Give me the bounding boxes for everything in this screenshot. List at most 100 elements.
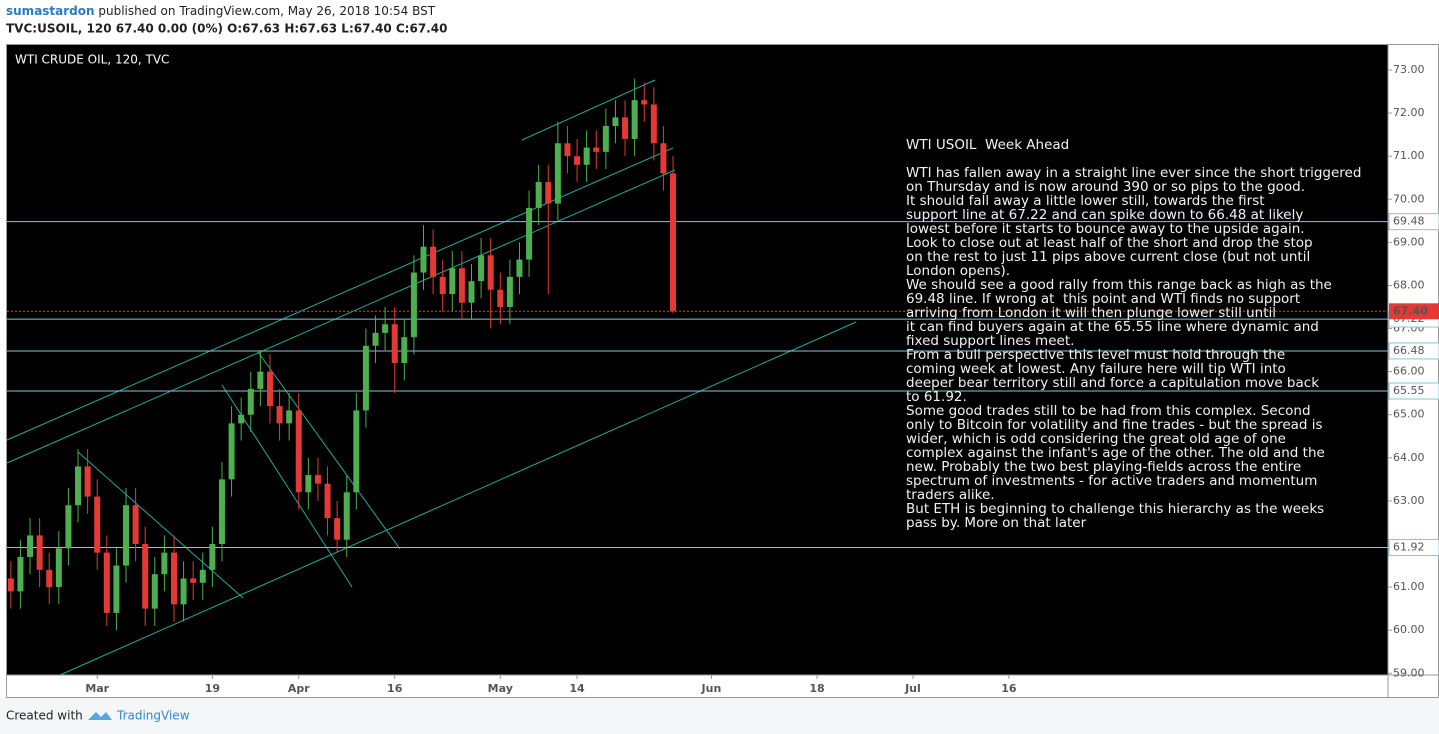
annotation-line: on Thursday and is now around 390 or so … <box>906 179 1305 195</box>
last-price-label: 67.40 <box>1393 304 1428 317</box>
y-tick-label: 60.00 <box>1393 623 1425 636</box>
footer-brand[interactable]: TradingView <box>116 709 190 723</box>
annotation-line: to 61.92. <box>906 389 967 405</box>
candle-body <box>113 565 120 613</box>
candle-body <box>209 544 216 570</box>
candle-body <box>142 544 149 609</box>
candle-body <box>27 535 34 557</box>
x-tick-label: Mar <box>85 682 109 695</box>
y-tick-label: 65.00 <box>1393 408 1425 421</box>
candle-body <box>180 578 187 605</box>
candle-body <box>353 410 360 493</box>
x-tick-label: Jul <box>904 682 921 695</box>
levels <box>7 221 1388 548</box>
y-tick-label: 59.00 <box>1393 666 1425 679</box>
annotation-line: on the rest to just 11 pips above curren… <box>906 249 1310 265</box>
candle-body <box>199 569 206 583</box>
candle-body <box>7 578 14 592</box>
annotation-line: arriving from London it will then plunge… <box>906 305 1276 321</box>
candle-body <box>161 552 168 575</box>
candle-body <box>132 505 139 545</box>
trend-line <box>6 169 676 464</box>
candle-body <box>17 556 24 592</box>
x-tick-label: 14 <box>569 682 585 695</box>
candle-body <box>593 147 600 152</box>
candle-body <box>564 143 571 157</box>
annotation-line: London opens). <box>906 263 1010 279</box>
candle-body <box>468 281 475 303</box>
y-tick-label: 70.00 <box>1393 192 1425 205</box>
y-tick-label: 68.00 <box>1393 278 1425 291</box>
candle-body <box>382 324 389 333</box>
symbol-line: TVC:USOIL, 120 67.40 0.00 (0%) O:67.63 H… <box>6 22 447 36</box>
published: published on TradingView.com, May 26, 20… <box>95 4 436 18</box>
candle-body <box>487 255 494 290</box>
annotation-line: We should see a good rally from this ran… <box>906 277 1332 293</box>
candle-body <box>622 117 629 139</box>
candles <box>7 78 677 631</box>
candle-body <box>36 535 43 570</box>
annotation-line: Look to close out at least half of the s… <box>906 235 1313 251</box>
level-label: 61.92 <box>1393 540 1425 553</box>
level-label-bg <box>1388 213 1439 231</box>
candle-body <box>535 182 542 208</box>
y-tick-label: 71.00 <box>1393 149 1425 162</box>
candle-body <box>228 423 235 480</box>
candle-body <box>286 410 293 424</box>
candle-body <box>324 483 331 519</box>
annotation-line: deeper bear territory still and force a … <box>906 375 1319 391</box>
level-label-bg <box>1388 538 1439 556</box>
candle-body <box>583 147 590 165</box>
candle-body <box>554 143 561 204</box>
level-label: 65.55 <box>1393 384 1425 397</box>
candle-body <box>497 289 504 307</box>
candle-body <box>295 410 302 493</box>
candle-body <box>516 259 523 277</box>
candle-body <box>55 548 62 588</box>
annotation-line: pass by. More on that later <box>906 515 1087 531</box>
level-label: 66.48 <box>1393 344 1425 357</box>
candle-body <box>266 371 273 407</box>
annotation-line: coming week at lowest. Any failure here … <box>906 361 1286 377</box>
y-tick-label: 61.00 <box>1393 580 1425 593</box>
candle-body <box>650 104 657 144</box>
trend-line <box>257 351 401 550</box>
candle-body <box>46 569 53 588</box>
x-tick-label: 19 <box>205 682 220 695</box>
candle-body <box>190 578 197 583</box>
annotation-line: It should fall away a little lower still… <box>906 193 1265 209</box>
candle-body <box>420 246 427 273</box>
header-line: sumastardon published on TradingView.com… <box>6 4 436 18</box>
author[interactable]: sumastardon <box>6 4 95 18</box>
candle-body <box>401 337 408 364</box>
level-label-bg <box>1388 342 1439 360</box>
candle-body <box>218 479 225 545</box>
x-tick-label: May <box>488 682 513 695</box>
y-tick-label: 63.00 <box>1393 494 1425 507</box>
x-tick-label: 16 <box>1001 682 1017 695</box>
y-tick-label: 73.00 <box>1393 63 1425 76</box>
candle-body <box>362 345 369 411</box>
candle-body <box>506 276 513 307</box>
candle-body <box>545 182 552 204</box>
plot-area <box>7 45 1388 675</box>
candle-body <box>123 505 130 566</box>
annotation-line: 69.48 line. If wrong at this point and W… <box>906 291 1300 307</box>
axes: 59.0060.0061.0062.0063.0064.0065.0066.00… <box>85 63 1439 695</box>
y-tick-label: 72.00 <box>1393 106 1425 119</box>
candle-body <box>170 552 177 605</box>
level-label: 69.48 <box>1393 215 1425 228</box>
candle-body <box>276 406 283 424</box>
candle-body <box>526 207 533 260</box>
candle-body <box>257 371 264 389</box>
annotation-line: support line at 67.22 and can spike down… <box>906 207 1303 223</box>
annotation-line: lowest before it starts to bounce away t… <box>906 221 1305 237</box>
annotation-title: WTI USOIL Week Ahead <box>906 137 1069 153</box>
candle-body <box>410 272 417 338</box>
candle-body <box>449 268 456 295</box>
level-label-bg <box>1388 382 1439 400</box>
annotation-line: traders alike. <box>906 487 995 503</box>
footer-bg <box>0 697 1439 734</box>
